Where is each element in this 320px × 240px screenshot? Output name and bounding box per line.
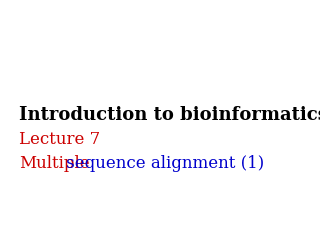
Text: Lecture 7: Lecture 7 (19, 131, 100, 148)
Text: Multiple: Multiple (19, 155, 90, 172)
Text: Introduction to bioinformatics: Introduction to bioinformatics (19, 106, 320, 124)
Text: sequence alignment (1): sequence alignment (1) (61, 155, 264, 172)
